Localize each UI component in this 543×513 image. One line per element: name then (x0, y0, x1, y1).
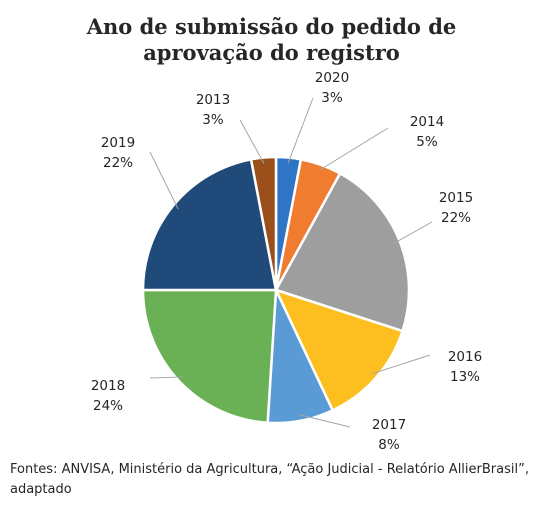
leader-line-2014 (318, 127, 389, 171)
data-label-category-2013: 2013 (196, 92, 230, 108)
data-label-value-2019: 22% (103, 155, 133, 171)
leader-lines (149, 97, 433, 428)
data-label-category-2020: 2020 (315, 70, 349, 86)
pie-slice-2018 (141, 288, 278, 424)
pie-slice-2013 (249, 155, 278, 292)
data-label-value-2016: 13% (450, 369, 480, 385)
source-note: Fontes: ANVISA, Ministério da Agricultur… (10, 462, 529, 497)
leader-line-2018 (149, 376, 184, 379)
leader-line-2016 (371, 354, 431, 375)
leader-line-2013 (239, 119, 265, 164)
data-label-value-2020: 3% (321, 90, 343, 106)
data-label-category-2016: 2016 (448, 349, 482, 365)
data-label-value-2014: 5% (416, 134, 438, 150)
data-label-value-2018: 24% (93, 398, 123, 414)
data-label-value-2015: 22% (441, 210, 471, 226)
data-label-category-2019: 2019 (101, 135, 135, 151)
pie-slice-2019 (141, 158, 278, 292)
data-label-category-2017: 2017 (372, 417, 406, 433)
data-labels: 2020 3% 2014 5% 2015 22% 2016 13% 2017 8% 2018 24% 2… (91, 70, 482, 453)
data-label-category-2018: 2018 (91, 378, 125, 394)
data-label-value-2013: 3% (202, 112, 224, 128)
data-label-category-2015: 2015 (439, 190, 473, 206)
leader-line-2017 (299, 414, 351, 428)
data-label-category-2014: 2014 (410, 114, 444, 130)
leader-line-2015 (393, 221, 433, 244)
chart-title: Ano de submissão do pedido de aprovação … (0, 14, 543, 66)
leader-line-2020 (287, 97, 314, 164)
chart-title-line-1: Ano de submissão do pedido de (86, 14, 457, 39)
pie-slice-2016 (274, 288, 404, 412)
leader-line-2019 (149, 151, 179, 210)
pie-slice-2015 (274, 172, 411, 333)
pie-slices (141, 155, 411, 425)
data-label-value-2017: 8% (378, 437, 400, 453)
chart-title-line-2: aprovação do registro (143, 40, 400, 65)
